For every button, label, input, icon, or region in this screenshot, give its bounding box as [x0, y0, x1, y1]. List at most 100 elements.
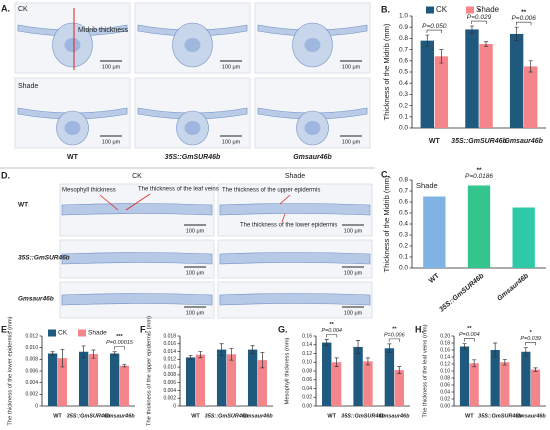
- annotation: P=0.050: [422, 23, 447, 30]
- error-bar: [250, 345, 255, 354]
- bar: [119, 365, 130, 406]
- leaf-section: [61, 203, 213, 216]
- scale-label: 100 μm: [102, 64, 121, 70]
- legend-label: CK: [436, 5, 448, 14]
- bracket: [388, 338, 400, 342]
- y-tick-label: 0.9: [399, 24, 408, 31]
- y-tick-label: 0.004: [25, 380, 38, 386]
- scale-label: 100 μm: [102, 139, 121, 145]
- error-bar: [91, 349, 96, 359]
- y-tick-label: 0.002: [163, 396, 176, 402]
- x-tick-label: WT: [429, 138, 441, 145]
- error-bar: [528, 60, 533, 73]
- error-bar: [533, 367, 538, 372]
- y-tick-label: 0.20: [440, 333, 450, 339]
- annotation: P=0.004: [321, 328, 342, 334]
- y-tick-label: 0.0: [399, 125, 408, 132]
- vascular-bundle: [184, 121, 201, 135]
- y-tick-label: 0.010: [25, 345, 38, 351]
- y-tick-label: 0.18: [440, 340, 450, 346]
- y-tick-label: 0.002: [25, 392, 38, 398]
- y-tick-label: 0.08: [440, 375, 450, 381]
- x-tick-label: 35S::GmSUR46b: [341, 413, 385, 419]
- y-tick-label: 0.06: [440, 382, 450, 388]
- x-tick-label: Gmsaur46b: [104, 413, 135, 419]
- y-tick-label: 0.6: [399, 58, 408, 65]
- arrow: [125, 193, 151, 211]
- vascular-bundle: [304, 38, 321, 52]
- error-bar: [365, 357, 370, 366]
- y-tick-label: 0.14: [302, 342, 312, 348]
- annotation: **: [476, 167, 482, 174]
- bar: [109, 353, 120, 406]
- x-tick-label: Gmsaur46b: [242, 413, 273, 419]
- y-tick-label: 0.7: [399, 46, 408, 53]
- bracket: [426, 29, 443, 34]
- bar: [500, 362, 510, 406]
- x-tick-label: 35S::GmSUR46b: [451, 138, 507, 145]
- scale-label: 100 μm: [344, 228, 363, 234]
- y-tick-label: 0: [35, 403, 38, 409]
- error-bar: [324, 339, 329, 346]
- leaf-section: [219, 252, 371, 265]
- x-tick-label: Gmsaur46b: [379, 413, 410, 419]
- bracket: [515, 21, 532, 26]
- annotation: The thickness of the lower epidermis: [240, 223, 337, 229]
- genotype-label: Gmsaur46b: [18, 296, 54, 303]
- bracket: [114, 346, 125, 350]
- bar: [257, 360, 268, 406]
- scale-label: 100 μm: [342, 139, 361, 145]
- x-tick-label: WT: [53, 413, 62, 419]
- y-tick-label: 0.014: [163, 349, 176, 355]
- annotation: P=0.0186: [465, 173, 493, 180]
- bar: [226, 354, 237, 406]
- bracket: [463, 338, 475, 342]
- vascular-bundle: [304, 121, 321, 135]
- y-tick-label: 0.14: [440, 354, 450, 360]
- y-tick-label: 0.10: [302, 360, 312, 366]
- error-bar: [484, 41, 489, 47]
- error-bar: [122, 364, 127, 368]
- y-tick-label: 0.016: [163, 341, 176, 347]
- y-tick-label: 0.5: [399, 210, 408, 217]
- scale-label: 100 μm: [344, 270, 363, 276]
- error-bar: [462, 343, 467, 350]
- error-bar: [229, 348, 234, 361]
- y-tick-label: 1.0: [399, 13, 408, 20]
- bar: [434, 56, 449, 128]
- genotype-label: WT: [67, 154, 79, 161]
- y-tick-label: 0.00: [440, 403, 450, 409]
- error-bar: [356, 340, 361, 354]
- bar: [322, 342, 332, 406]
- leaf-section: [61, 293, 213, 306]
- arrow: [281, 213, 286, 223]
- panel-label: F.: [140, 324, 147, 334]
- y-tick-label: 0.010: [163, 364, 176, 370]
- error-bar: [439, 49, 444, 64]
- genotype-label: Gmsaur46b: [293, 154, 332, 161]
- y-tick-label: 0.2: [399, 243, 408, 250]
- x-tick-label: 35S::GmSUR46b: [438, 272, 486, 314]
- y-axis-label: The thickness of the upper epidermis (mm…: [147, 316, 153, 426]
- row-label: CK: [18, 6, 28, 13]
- annotation: Mesophyll thickness: [62, 188, 116, 194]
- bar: [423, 196, 446, 268]
- annotation: ***: [116, 334, 123, 340]
- y-tick-label: 0.04: [302, 386, 312, 392]
- y-tick-label: 0.2: [399, 102, 408, 109]
- bar: [530, 369, 541, 406]
- bar: [216, 349, 227, 406]
- error-bar: [523, 347, 528, 357]
- error-bar: [198, 351, 203, 359]
- error-bar: [387, 343, 392, 353]
- y-tick-label: 0.004: [163, 388, 176, 394]
- bar: [185, 357, 196, 406]
- y-tick-label: 0.006: [163, 380, 176, 386]
- y-tick-label: 0.8: [399, 35, 408, 42]
- legend-swatch: [466, 6, 474, 14]
- scale-label: 100 μm: [222, 139, 241, 145]
- bar: [490, 350, 500, 406]
- legend-swatch: [48, 329, 56, 337]
- y-tick-label: 0.12: [302, 351, 312, 357]
